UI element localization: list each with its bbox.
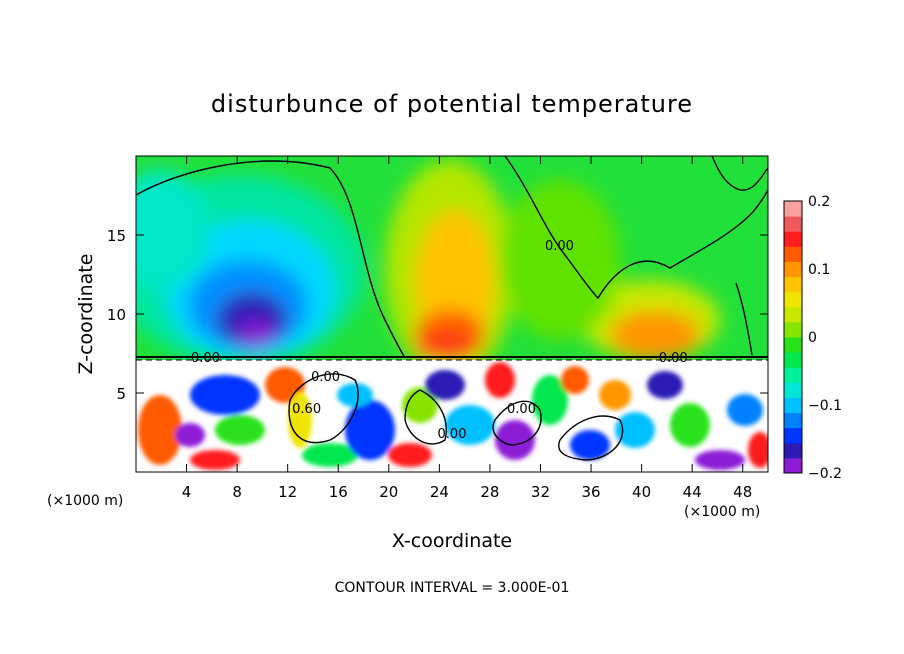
x-tick-label: 48 [733, 483, 752, 501]
colorbar-swatch [784, 427, 802, 444]
y-tick-label: 5 [116, 385, 126, 403]
colorbar-tick-label: 0.2 [808, 194, 830, 210]
x-axis-label: X-coordinate [392, 530, 512, 552]
colorbar-swatch [784, 321, 802, 338]
x-tick-label: 4 [182, 483, 192, 501]
contour-label: 0.00 [507, 402, 536, 417]
colorbar-swatch [784, 246, 802, 262]
colorbar: 0.2 0.1 0 −0.1 −0.2 [783, 194, 842, 482]
colorbar-swatch [784, 352, 802, 368]
x-tick-label: 36 [581, 483, 600, 501]
contour-label: 0.00 [311, 370, 340, 385]
colorbar-tick-label: −0.2 [808, 466, 842, 482]
x-tick-label: 28 [480, 483, 499, 501]
x-tick-label: 8 [232, 483, 242, 501]
colorbar-swatch [784, 261, 802, 278]
contour-label: 0.00 [659, 351, 688, 366]
x-axis: 4 8 12 16 20 24 28 32 36 40 44 48 [182, 156, 752, 501]
colorbar-tick-label: −0.1 [808, 398, 842, 414]
upper-field [136, 160, 720, 380]
contour-interval-annotation: CONTOUR INTERVAL = 3.000E-01 [335, 580, 570, 596]
colorbar-tick-label: 0.1 [808, 262, 830, 278]
x-unit-right: (×1000 m) [684, 504, 760, 520]
colorbar-swatch [784, 201, 802, 217]
colorbar-swatch [784, 397, 802, 414]
colorbar-swatch [784, 216, 802, 232]
x-tick-label: 24 [430, 483, 449, 501]
x-tick-label: 32 [531, 483, 550, 501]
plot-area [136, 156, 768, 472]
colorbar-swatch [784, 276, 802, 293]
contour-label: 0.00 [191, 351, 220, 366]
y-axis: 5 10 15 [107, 227, 768, 403]
y-axis-label: Z-coordinate [75, 254, 97, 375]
y-tick-label: 10 [107, 306, 126, 324]
x-tick-label: 44 [683, 483, 702, 501]
colorbar-swatch [784, 457, 802, 474]
contour-lines [136, 156, 768, 461]
chart-title: disturbunce of potential temperature [211, 90, 693, 118]
x-unit-left: (×1000 m) [47, 493, 123, 509]
contour-labels: 0.00 0.00 0.00 0.00 0.60 0.00 0.00 [191, 239, 688, 442]
colorbar-swatch [784, 337, 802, 353]
contour-label: 0.00 [545, 239, 574, 254]
x-tick-label: 12 [278, 483, 297, 501]
x-tick-label: 40 [632, 483, 651, 501]
contour-label: 0.60 [292, 402, 321, 417]
x-tick-label: 20 [379, 483, 398, 501]
colorbar-swatch [784, 306, 802, 323]
colorbar-swatch [784, 412, 802, 429]
colorbar-swatch [784, 442, 802, 459]
x-tick-label: 16 [329, 483, 348, 501]
colorbar-swatch [784, 291, 802, 308]
colorbar-tick-label: 0 [808, 330, 817, 346]
colorbar-frame [783, 200, 803, 474]
contour-label: 0.00 [438, 427, 467, 442]
colorbar-swatch [784, 231, 802, 247]
colorbar-swatch [784, 367, 802, 383]
y-tick-label: 15 [107, 227, 126, 245]
colorbar-swatch [784, 382, 802, 398]
